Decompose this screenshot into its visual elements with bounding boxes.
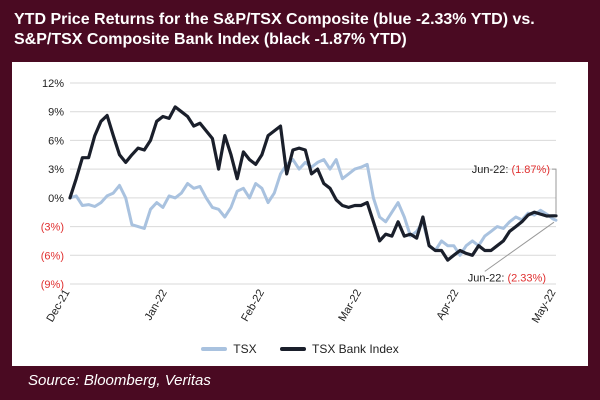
y-tick-label: (6%) bbox=[41, 250, 64, 262]
source-note: Source: Bloomberg, Veritas bbox=[28, 372, 211, 389]
x-tick-label: Dec-21 bbox=[44, 288, 72, 325]
x-tick-label: Mar-22 bbox=[336, 288, 364, 324]
series-line-tsx-bank-index bbox=[68, 105, 558, 262]
x-tick-label: May-22 bbox=[530, 288, 559, 326]
legend: TSX TSX Bank Index bbox=[12, 340, 588, 356]
y-tick-label: (3%) bbox=[41, 222, 64, 234]
legend-swatch-bank bbox=[279, 347, 306, 351]
annotation-leader-tsx bbox=[484, 221, 555, 272]
legend-label-tsx: TSX bbox=[233, 342, 257, 356]
annotation-leader-bank bbox=[552, 168, 557, 214]
y-tick-label: (9%) bbox=[41, 279, 64, 291]
x-tick-label: Apr-22 bbox=[434, 288, 461, 323]
x-tick-label: Feb-22 bbox=[239, 288, 267, 324]
y-tick-label: 9% bbox=[48, 107, 64, 119]
legend-item-tsx: TSX bbox=[201, 342, 257, 356]
annotation-bank-prefix: Jun-22: bbox=[472, 164, 512, 176]
line-chart: 12% 9% 6% 3% 0% (3%) (6%) (9%)Dec-21 Jan-22 Feb-2… bbox=[41, 78, 559, 326]
annotation-tsx-value: (2.33%) bbox=[507, 272, 546, 284]
y-tick-label: 0% bbox=[48, 193, 64, 205]
chart-title: YTD Price Returns for the S&P/TSX Compos… bbox=[14, 11, 535, 48]
legend-label-bank: TSX Bank Index bbox=[311, 342, 399, 356]
chart-panel: 12% 9% 6% 3% 0% (3%) (6%) (9%) Dec-21 Jan-22 Feb-2… bbox=[12, 62, 588, 366]
annotation-bank: Jun-22: (1.87%) bbox=[472, 164, 550, 176]
annotation-tsx-prefix: Jun-22: bbox=[468, 272, 508, 284]
y-tick-label: 12% bbox=[42, 78, 64, 90]
legend-item-bank: TSX Bank Index bbox=[279, 342, 399, 356]
annotation-bank-value: (1.87%) bbox=[511, 164, 550, 176]
annotation-tsx: Jun-22: (2.33%) bbox=[468, 272, 546, 284]
legend-swatch-tsx bbox=[201, 347, 228, 351]
y-tick-label: 6% bbox=[48, 135, 64, 147]
y-tick-label: 3% bbox=[48, 164, 64, 176]
x-tick-label: Jan-22 bbox=[143, 288, 170, 323]
